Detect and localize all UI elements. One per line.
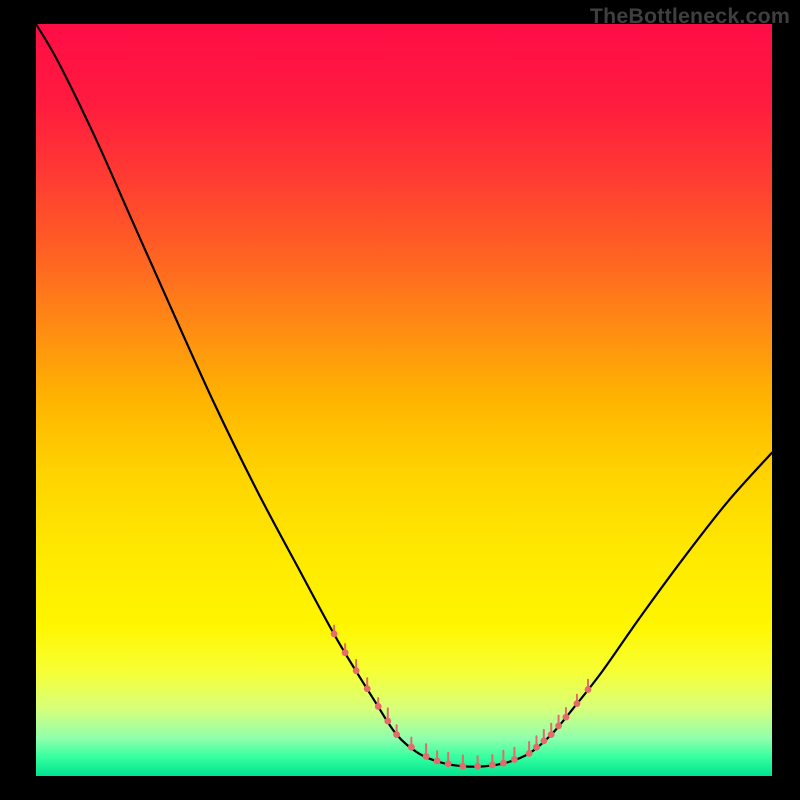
benchmark-dot xyxy=(533,744,540,751)
benchmark-dot xyxy=(500,760,507,767)
benchmark-dot xyxy=(526,750,533,757)
benchmark-dot xyxy=(375,703,382,710)
attribution-label: TheBottleneck.com xyxy=(590,4,790,29)
benchmark-dot xyxy=(555,722,562,729)
benchmark-dot xyxy=(393,731,400,738)
benchmark-dot xyxy=(434,758,441,765)
benchmark-dot xyxy=(342,649,349,656)
stage: TheBottleneck.com xyxy=(0,0,800,800)
plot-background xyxy=(36,24,772,776)
benchmark-dot xyxy=(384,718,391,725)
benchmark-dot xyxy=(489,762,496,769)
benchmark-dot xyxy=(408,744,415,751)
benchmark-dot xyxy=(474,763,481,770)
benchmark-dot xyxy=(364,685,371,692)
benchmark-dot xyxy=(423,753,430,760)
benchmark-dot xyxy=(331,630,338,637)
benchmark-dot xyxy=(511,756,518,763)
benchmark-dot xyxy=(540,738,547,745)
benchmark-dot xyxy=(353,667,360,674)
benchmark-dot xyxy=(459,763,466,770)
benchmark-dot xyxy=(585,686,592,693)
bottleneck-chart xyxy=(0,0,800,800)
benchmark-dot xyxy=(574,700,581,707)
benchmark-dot xyxy=(563,714,570,721)
benchmark-dot xyxy=(548,731,555,738)
benchmark-dot xyxy=(445,760,452,767)
